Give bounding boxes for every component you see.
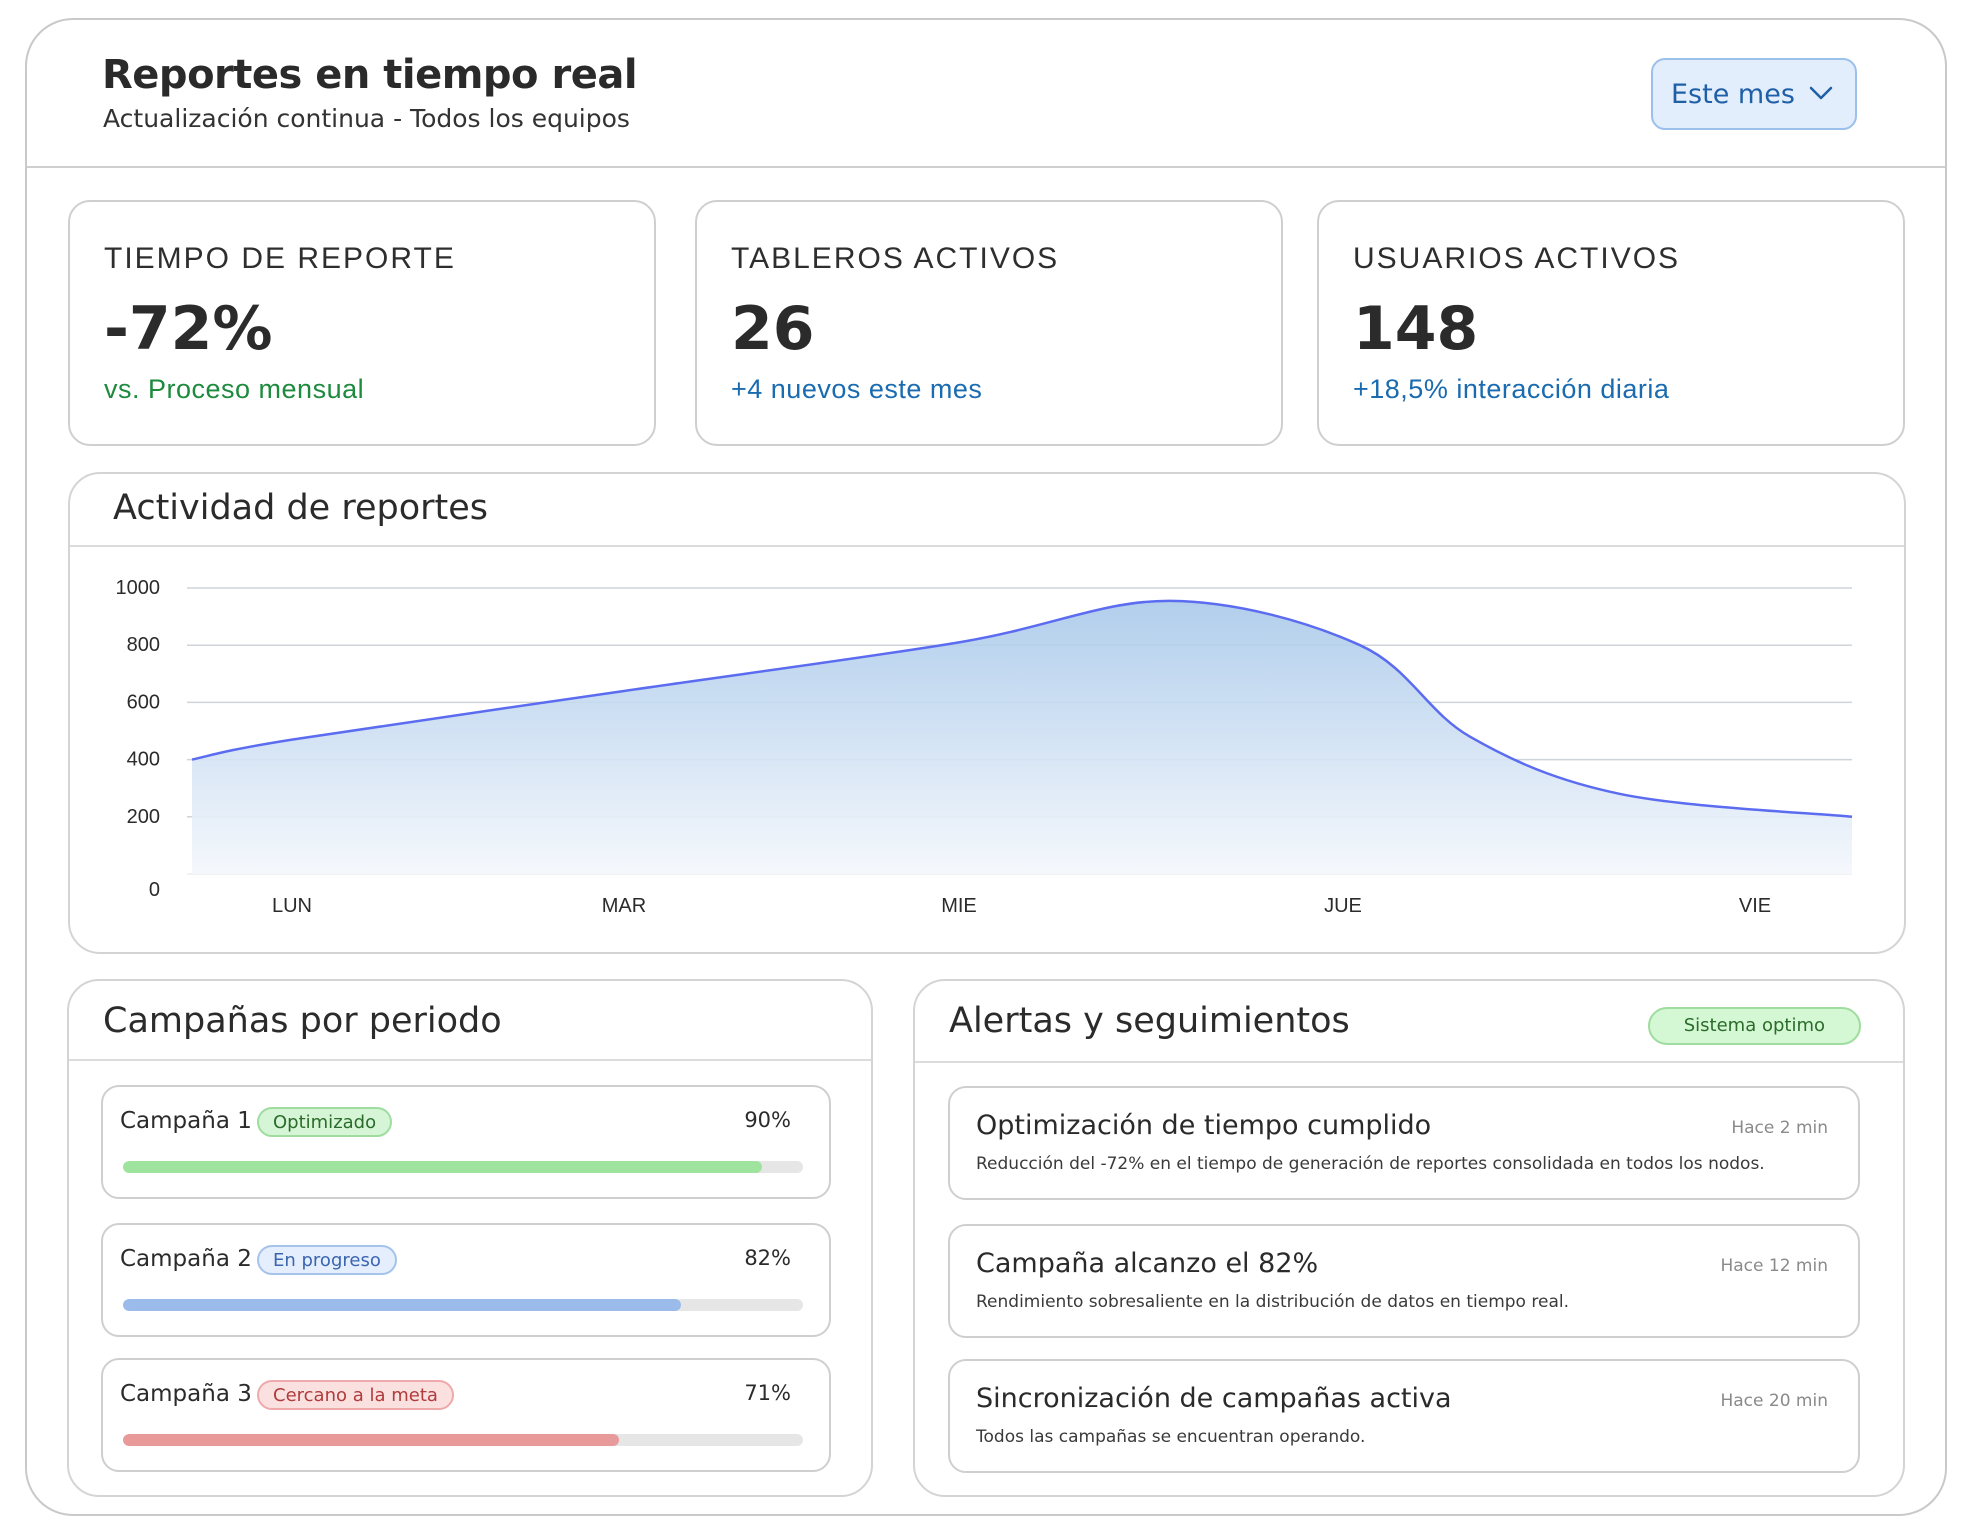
campaign-name: Campaña 1 xyxy=(120,1108,252,1134)
campaign-percent: 71% xyxy=(744,1381,791,1405)
alert-title: Campaña alcanzo el 82% xyxy=(976,1248,1319,1279)
campaigns-panel: Campañas por periodo Campaña 1 Optimizad… xyxy=(67,979,873,1497)
period-select[interactable]: Este mes xyxy=(1651,58,1857,130)
kpi-label: TIEMPO DE REPORTE xyxy=(104,242,456,275)
kpi-value: 148 xyxy=(1353,294,1479,364)
campaign-percent: 82% xyxy=(744,1246,791,1270)
campaigns-title: Campañas por periodo xyxy=(103,1001,502,1041)
kpi-label: TABLEROS ACTIVOS xyxy=(731,242,1060,275)
status-badge: Sistema optimo xyxy=(1647,1007,1861,1045)
x-tick-label: JUE xyxy=(1324,895,1362,917)
campaign-card-1[interactable]: Campaña 1 Optimizado 90% xyxy=(101,1085,831,1199)
progress-track xyxy=(123,1161,803,1173)
alert-description: Todos las campañas se encuentran operand… xyxy=(976,1427,1366,1447)
status-badge: Cercano a la meta xyxy=(257,1380,454,1410)
activity-chart: 0 200 400 600 800 1000 LUN MAR MIE JUE VIE xyxy=(116,577,1853,917)
alert-item-2[interactable]: Campaña alcanzo el 82% Hace 12 min Rendi… xyxy=(948,1224,1860,1338)
progress-fill xyxy=(123,1161,763,1173)
chevron-down-icon xyxy=(1809,86,1833,105)
kpi-note: +18,5% interacción diaria xyxy=(1353,374,1670,404)
alert-title: Optimización de tiempo cumplido xyxy=(976,1110,1432,1141)
alert-item-1[interactable]: Optimización de tiempo cumplido Hace 2 m… xyxy=(948,1086,1860,1200)
progress-fill xyxy=(123,1434,620,1446)
alerts-panel-header: Alertas y seguimientos Sistema optimo xyxy=(915,981,1903,1063)
page-header: Reportes en tiempo real Actualización co… xyxy=(27,20,1945,168)
y-tick-label: 600 xyxy=(127,691,160,713)
x-tick-label: MIE xyxy=(941,895,977,917)
y-tick-label: 0 xyxy=(149,879,160,901)
kpi-value: 26 xyxy=(731,294,815,364)
campaign-name: Campaña 3 xyxy=(120,1381,252,1407)
progress-track xyxy=(123,1434,803,1446)
series-line xyxy=(191,599,1853,819)
x-tick-label: VIE xyxy=(1739,895,1771,917)
y-tick-label: 1000 xyxy=(116,577,161,599)
alert-title: Sincronización de campañas activa xyxy=(976,1383,1452,1414)
campaign-card-2[interactable]: Campaña 2 En progreso 82% xyxy=(101,1223,831,1337)
kpi-value: -72% xyxy=(104,294,273,364)
y-tick-label: 400 xyxy=(127,749,160,771)
dashboard-frame: Reportes en tiempo real Actualización co… xyxy=(25,18,1947,1516)
kpi-note: +4 nuevos este mes xyxy=(731,374,983,404)
x-tick-label: LUN xyxy=(272,895,312,917)
kpi-card-usuarios-activos: USUARIOS ACTIVOS 148 +18,5% interacción … xyxy=(1317,200,1905,446)
status-badge: Optimizado xyxy=(257,1107,393,1137)
alerts-title: Alertas y seguimientos xyxy=(949,1001,1350,1041)
x-tick-label: MAR xyxy=(602,895,646,917)
alert-time: Hace 2 min xyxy=(1731,1118,1828,1138)
progress-track xyxy=(123,1299,803,1311)
area-fill xyxy=(192,600,1852,874)
activity-title: Actividad de reportes xyxy=(113,488,489,528)
activity-panel-header: Actividad de reportes xyxy=(70,474,1904,547)
y-tick-label: 200 xyxy=(127,806,160,828)
alert-description: Reducción del -72% en el tiempo de gener… xyxy=(976,1154,1765,1174)
alert-time: Hace 12 min xyxy=(1720,1256,1828,1276)
page-title: Reportes en tiempo real xyxy=(102,52,638,98)
campaign-percent: 90% xyxy=(744,1108,791,1132)
kpi-label: USUARIOS ACTIVOS xyxy=(1353,242,1681,275)
kpi-note: vs. Proceso mensual xyxy=(104,374,365,404)
alerts-panel: Alertas y seguimientos Sistema optimo Op… xyxy=(913,979,1905,1497)
alert-description: Rendimiento sobresaliente en la distribu… xyxy=(976,1292,1569,1312)
kpi-card-tiempo-reporte: TIEMPO DE REPORTE -72% vs. Proceso mensu… xyxy=(68,200,656,446)
progress-fill xyxy=(123,1299,681,1311)
alert-item-3[interactable]: Sincronización de campañas activa Hace 2… xyxy=(948,1359,1860,1473)
alert-time: Hace 20 min xyxy=(1720,1391,1828,1411)
campaign-card-3[interactable]: Campaña 3 Cercano a la meta 71% xyxy=(101,1358,831,1472)
status-badge: En progreso xyxy=(257,1245,397,1275)
activity-panel: Actividad de reportes 0 200 400 600 800 1000 L… xyxy=(68,472,1906,954)
campaigns-panel-header: Campañas por periodo xyxy=(69,981,871,1061)
page-subtitle: Actualización continua - Todos los equip… xyxy=(103,104,630,133)
kpi-card-tableros-activos: TABLEROS ACTIVOS 26 +4 nuevos este mes xyxy=(695,200,1283,446)
period-select-value: Este mes xyxy=(1671,78,1795,110)
campaign-name: Campaña 2 xyxy=(120,1246,252,1272)
y-tick-label: 800 xyxy=(127,634,160,656)
